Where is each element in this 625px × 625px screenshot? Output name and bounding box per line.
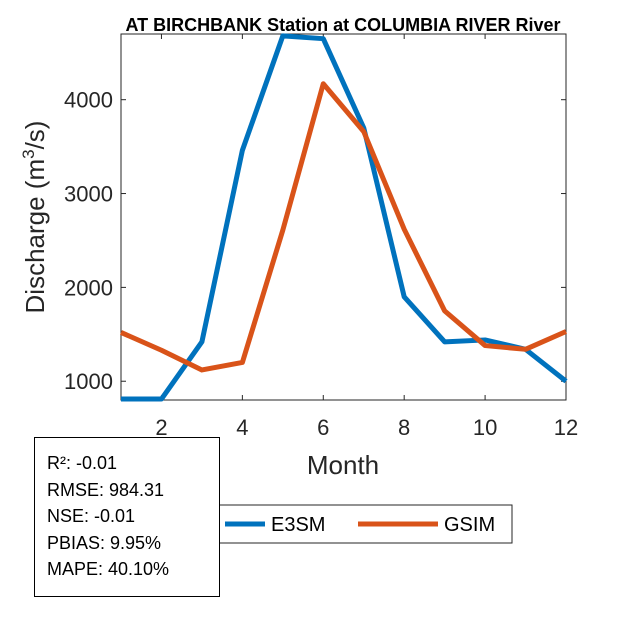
legend-label-gsim: GSIM — [444, 514, 495, 536]
stat-nse: NSE: -0.01 — [47, 506, 136, 526]
y-tick-label: 2000 — [64, 275, 113, 300]
x-tick-label: 4 — [236, 415, 248, 440]
y-axis-label-tail: /s) — [20, 121, 50, 150]
y-axis-label-main: Discharge (m — [20, 159, 50, 314]
x-axis-ticks: 2 4 6 8 10 12 — [155, 34, 578, 440]
stat-rmse: RMSE: 984.31 — [47, 479, 165, 500]
stat-pbias: PBIAS: 9.95% — [47, 532, 162, 553]
stat-mape: MAPE: 40.10% — [47, 559, 170, 579]
x-tick-label: 6 — [317, 415, 329, 440]
legend: E3SM GSIM — [217, 504, 513, 544]
y-axis-label-sup: 3 — [19, 149, 38, 158]
x-tick-label: 10 — [473, 415, 497, 440]
series-line-gsim — [119, 81, 568, 373]
y-tick-label: 3000 — [64, 182, 113, 207]
series-lines — [119, 33, 568, 402]
legend-label-e3sm: E3SM — [271, 514, 325, 536]
x-tick-label: 8 — [398, 415, 410, 440]
x-tick-label: 12 — [554, 415, 578, 440]
y-axis-ticks: 1000 2000 3000 4000 — [64, 88, 566, 394]
y-tick-label: 4000 — [64, 88, 113, 113]
y-tick-label: 1000 — [64, 369, 113, 394]
y-axis-label: Discharge (m3/s) — [19, 121, 50, 314]
stats-box: R²: -0.01 RMSE: 984.31 NSE: -0.01 PBIAS:… — [34, 437, 220, 597]
x-axis-label: Month — [307, 450, 379, 480]
x-tick-label: 2 — [155, 415, 167, 440]
stat-r2: R²: -0.01 — [47, 453, 118, 473]
chart-title: AT BIRCHBANK Station at COLUMBIA RIVER R… — [125, 15, 560, 35]
series-line-e3sm — [121, 33, 568, 402]
